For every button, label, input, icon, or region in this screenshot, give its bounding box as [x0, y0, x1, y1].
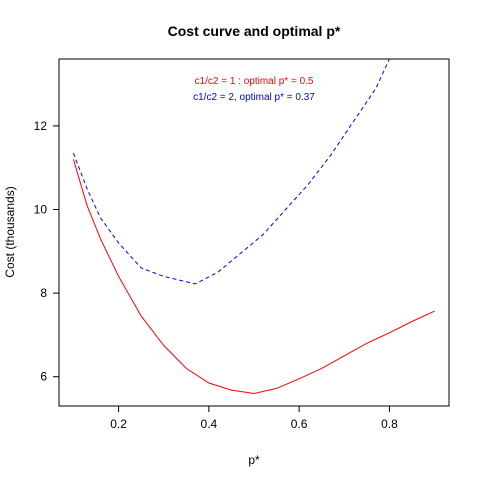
x-tick-label: 0.4 — [201, 417, 218, 431]
plot-area-frame — [58, 58, 450, 407]
x-tick-label: 0.6 — [291, 417, 308, 431]
y-tick-label: 8 — [40, 286, 47, 300]
y-tick-label: 6 — [40, 370, 47, 384]
series-line-ratio-2 — [72, 59, 390, 285]
legend-entry-blue: c1/c2 = 2, optimal p* = 0.37 — [193, 92, 315, 103]
legend-entry-red: c1/c2 = 1 : optimal p* = 0.5 — [195, 76, 314, 87]
x-axis: 0.2 0.4 0.6 0.8 — [110, 406, 398, 431]
y-tick-label: 12 — [34, 119, 48, 133]
series-line-ratio-1 — [72, 159, 435, 395]
series-layer — [72, 59, 435, 395]
y-axis: 6 8 10 12 — [34, 119, 59, 384]
x-axis-label: p* — [248, 453, 260, 467]
legend: c1/c2 = 1 : optimal p* = 0.5 c1/c2 = 2, … — [193, 76, 315, 103]
y-tick-label: 10 — [34, 203, 48, 217]
x-tick-label: 0.8 — [381, 417, 398, 431]
y-axis-label: Cost (thousands) — [3, 186, 17, 277]
x-tick-label: 0.2 — [110, 417, 127, 431]
chart-title: Cost curve and optimal p* — [168, 23, 341, 39]
